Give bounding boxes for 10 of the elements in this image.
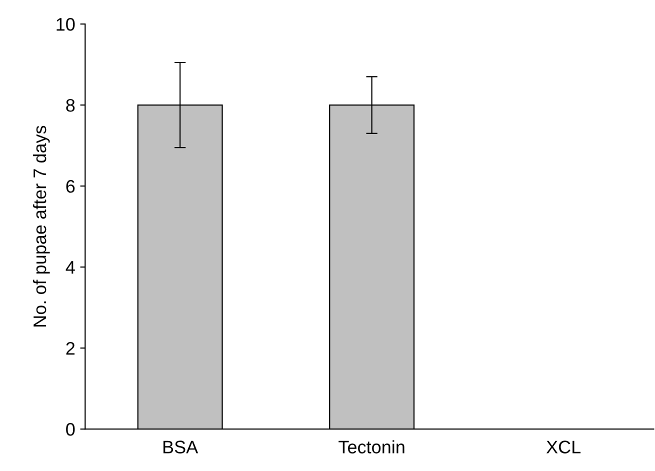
y-axis-title: No. of pupae after 7 days <box>32 126 50 326</box>
x-tick-label: XCL <box>546 440 581 454</box>
y-tick-label: 10 <box>56 18 75 31</box>
y-tick-label: 2 <box>66 342 75 355</box>
x-tick-label: BSA <box>163 440 198 454</box>
y-tick-label: 0 <box>66 423 75 436</box>
y-tick-label: 6 <box>66 180 75 193</box>
y-tick-label: 8 <box>66 98 75 112</box>
x-tick-label: Tectonin <box>338 440 404 454</box>
y-tick-label: 4 <box>66 261 75 274</box>
